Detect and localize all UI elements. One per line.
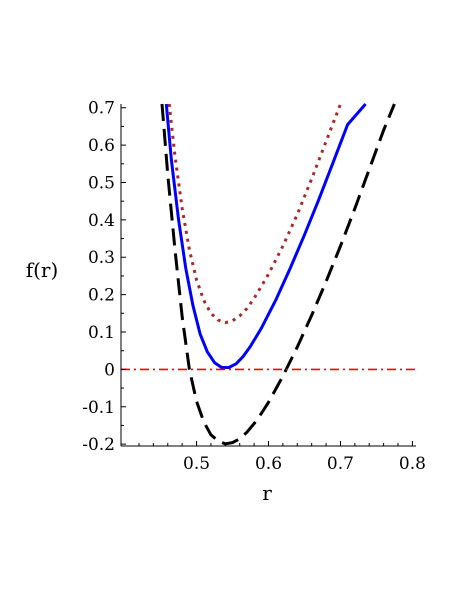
y-tick-label: -0.2 — [82, 435, 115, 455]
x-tick-label: 0.6 — [255, 454, 282, 474]
y-tick-label: 0 — [104, 360, 115, 380]
axis-ticks: -0.2 -0.1 0 0.1 0.2 0.3 0.4 0.5 0.6 0.7 0.5 0.6 0.7 0… — [82, 99, 426, 474]
x-tick-label: 0.7 — [327, 454, 354, 474]
y-tick-label: 0.2 — [88, 286, 115, 306]
series-line-1 — [164, 103, 367, 369]
series-line-0 — [160, 103, 396, 446]
plot-curves — [121, 103, 416, 446]
x-axis-title: r — [262, 481, 272, 505]
y-tick-label: 0.1 — [88, 323, 115, 343]
y-tick-label: 0.6 — [88, 136, 115, 156]
y-tick-label: 0.5 — [88, 173, 115, 193]
y-tick-label: -0.1 — [82, 398, 115, 418]
x-tick-label: 0.8 — [399, 454, 426, 474]
x-tick-label: 0.5 — [183, 454, 210, 474]
y-tick-label: 0.4 — [88, 211, 115, 231]
y-tick-label: 0.3 — [88, 248, 115, 268]
y-axis-title: f(r) — [26, 258, 59, 282]
y-tick-label: 0.7 — [88, 99, 115, 119]
